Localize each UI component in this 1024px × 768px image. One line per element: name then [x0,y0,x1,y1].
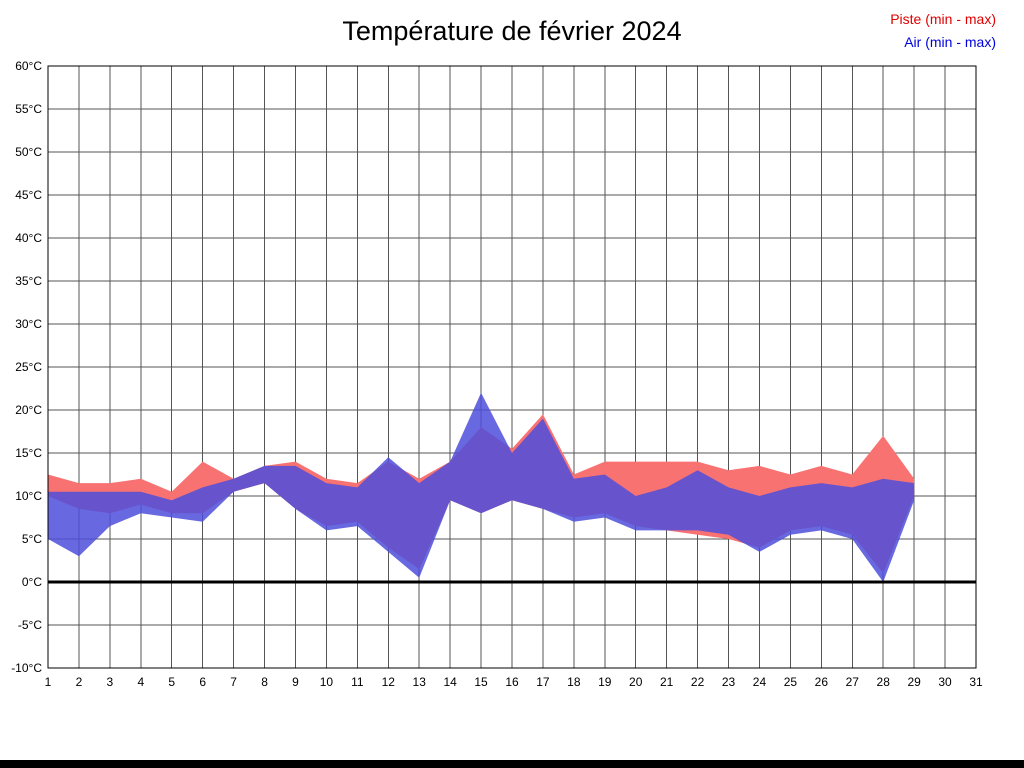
y-tick-label: 55°C [15,102,42,116]
x-tick-label: 31 [969,675,983,689]
y-tick-label: 50°C [15,145,42,159]
y-tick-label: 40°C [15,231,42,245]
x-tick-label: 8 [261,675,268,689]
y-tick-label: -5°C [18,618,42,632]
x-tick-label: 13 [413,675,427,689]
x-tick-label: 24 [753,675,767,689]
x-tick-label: 27 [846,675,860,689]
x-tick-label: 4 [137,675,144,689]
y-tick-label: 30°C [15,317,42,331]
y-tick-label: 35°C [15,274,42,288]
x-tick-label: 11 [351,675,364,689]
air-minmax-band [48,392,915,582]
y-tick-label: -10°C [11,661,42,675]
x-tick-label: 14 [443,675,457,689]
y-tick-label: 15°C [15,446,42,460]
y-tick-label: 25°C [15,360,42,374]
y-tick-label: 45°C [15,188,42,202]
y-tick-label: 5°C [22,532,42,546]
chart-title: Température de février 2024 [342,16,682,46]
y-tick-label: 60°C [15,59,42,73]
x-tick-label: 26 [815,675,829,689]
x-tick-label: 9 [292,675,299,689]
x-tick-label: 22 [691,675,705,689]
footer-bar [0,760,1024,768]
legend-air-label: Air (min - max) [904,34,996,50]
x-tick-label: 1 [45,675,52,689]
x-tick-label: 21 [660,675,674,689]
y-tick-label: 10°C [15,489,42,503]
y-tick-label: 20°C [15,403,42,417]
x-tick-label: 23 [722,675,736,689]
x-tick-label: 2 [76,675,83,689]
plot-border [47,65,977,669]
x-tick-label: 30 [938,675,952,689]
x-tick-label: 18 [567,675,581,689]
x-tick-label: 19 [598,675,612,689]
x-tick-label: 6 [199,675,206,689]
x-tick-label: 20 [629,675,643,689]
x-tick-label: 5 [168,675,175,689]
x-tick-label: 3 [107,675,114,689]
x-tick-label: 28 [877,675,891,689]
x-tick-label: 29 [907,675,921,689]
x-tick-label: 17 [536,675,550,689]
legend-piste-label: Piste (min - max) [890,11,996,27]
legend: Piste (min - max) Air (min - max) [890,8,996,54]
x-tick-label: 15 [474,675,488,689]
x-tick-label: 12 [382,675,396,689]
x-tick-label: 25 [784,675,798,689]
y-tick-label: 0°C [22,575,42,589]
x-tick-label: 10 [320,675,334,689]
x-tick-label: 16 [505,675,519,689]
x-tick-label: 7 [230,675,237,689]
